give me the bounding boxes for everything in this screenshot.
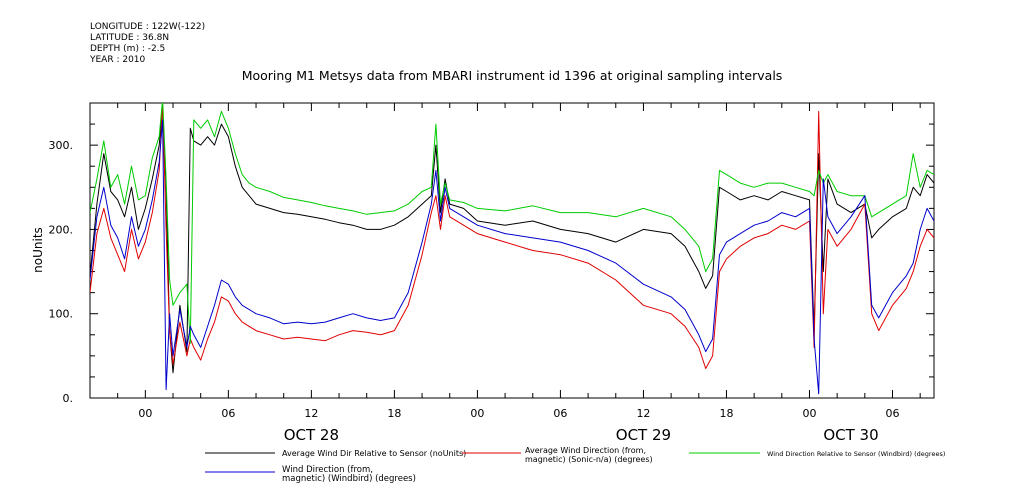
legend-label-4: Wind Direction (from,: [282, 465, 373, 475]
legend-label-3: Wind Direction Relative to Sensor (Windb…: [767, 450, 945, 458]
legend-label-4: magnetic) (Windbird) (degrees): [282, 474, 416, 484]
y-tick-label: 100.: [49, 308, 74, 321]
longitude-label: LONGITUDE : 122W(-122): [90, 22, 206, 32]
x-tick-label: 18: [387, 407, 401, 420]
series-layer: [90, 103, 934, 395]
chart-title: Mooring M1 Metsys data from MBARI instru…: [242, 68, 783, 83]
y-tick-label: 200.: [49, 223, 74, 236]
legend-label-2: Average Wind Direction (from,: [525, 446, 646, 455]
series-line-4: [90, 119, 934, 395]
legend-label-2: magnetic) (Sonic-n/a) (degrees): [525, 455, 653, 464]
x-axis: 00 06 12 18 00 06 12 18 00 06 OCT 28 OCT 29 OCT 30: [89, 103, 921, 444]
year-label: YEAR : 2010: [90, 55, 146, 65]
series-line-2: [90, 103, 934, 369]
y-axis: 0. 100. 200. 300.: [49, 102, 934, 405]
x-tick-label: 06: [221, 407, 235, 420]
x-tick-label: 00: [470, 407, 484, 420]
plot-frame: [89, 102, 935, 399]
x-tick-label: 12: [636, 407, 650, 420]
x-day-label: OCT 29: [616, 426, 671, 444]
y-axis-label: noUnits: [31, 227, 45, 273]
legend-label-1: Average Wind Dir Relative to Sensor (noU…: [282, 449, 466, 458]
legend: Average Wind Dir Relative to Sensor (noU…: [205, 446, 945, 484]
x-day-label: OCT 28: [284, 426, 339, 444]
series-line-1: [90, 106, 934, 374]
depth-label: DEPTH (m) : -2.5: [90, 44, 166, 54]
x-tick-label: 12: [304, 407, 318, 420]
x-tick-label: 06: [885, 407, 899, 420]
x-tick-label: 00: [802, 407, 816, 420]
latitude-label: LATITUDE : 36.8N: [90, 33, 170, 43]
x-tick-label: 18: [719, 407, 733, 420]
x-tick-label: 00: [138, 407, 152, 420]
plot-border: [89, 102, 935, 399]
y-tick-label: 300.: [49, 139, 74, 152]
x-tick-label: 06: [553, 407, 567, 420]
x-day-label: OCT 30: [823, 426, 878, 444]
series-line-3: [90, 103, 934, 344]
y-tick-label: 0.: [63, 392, 74, 405]
